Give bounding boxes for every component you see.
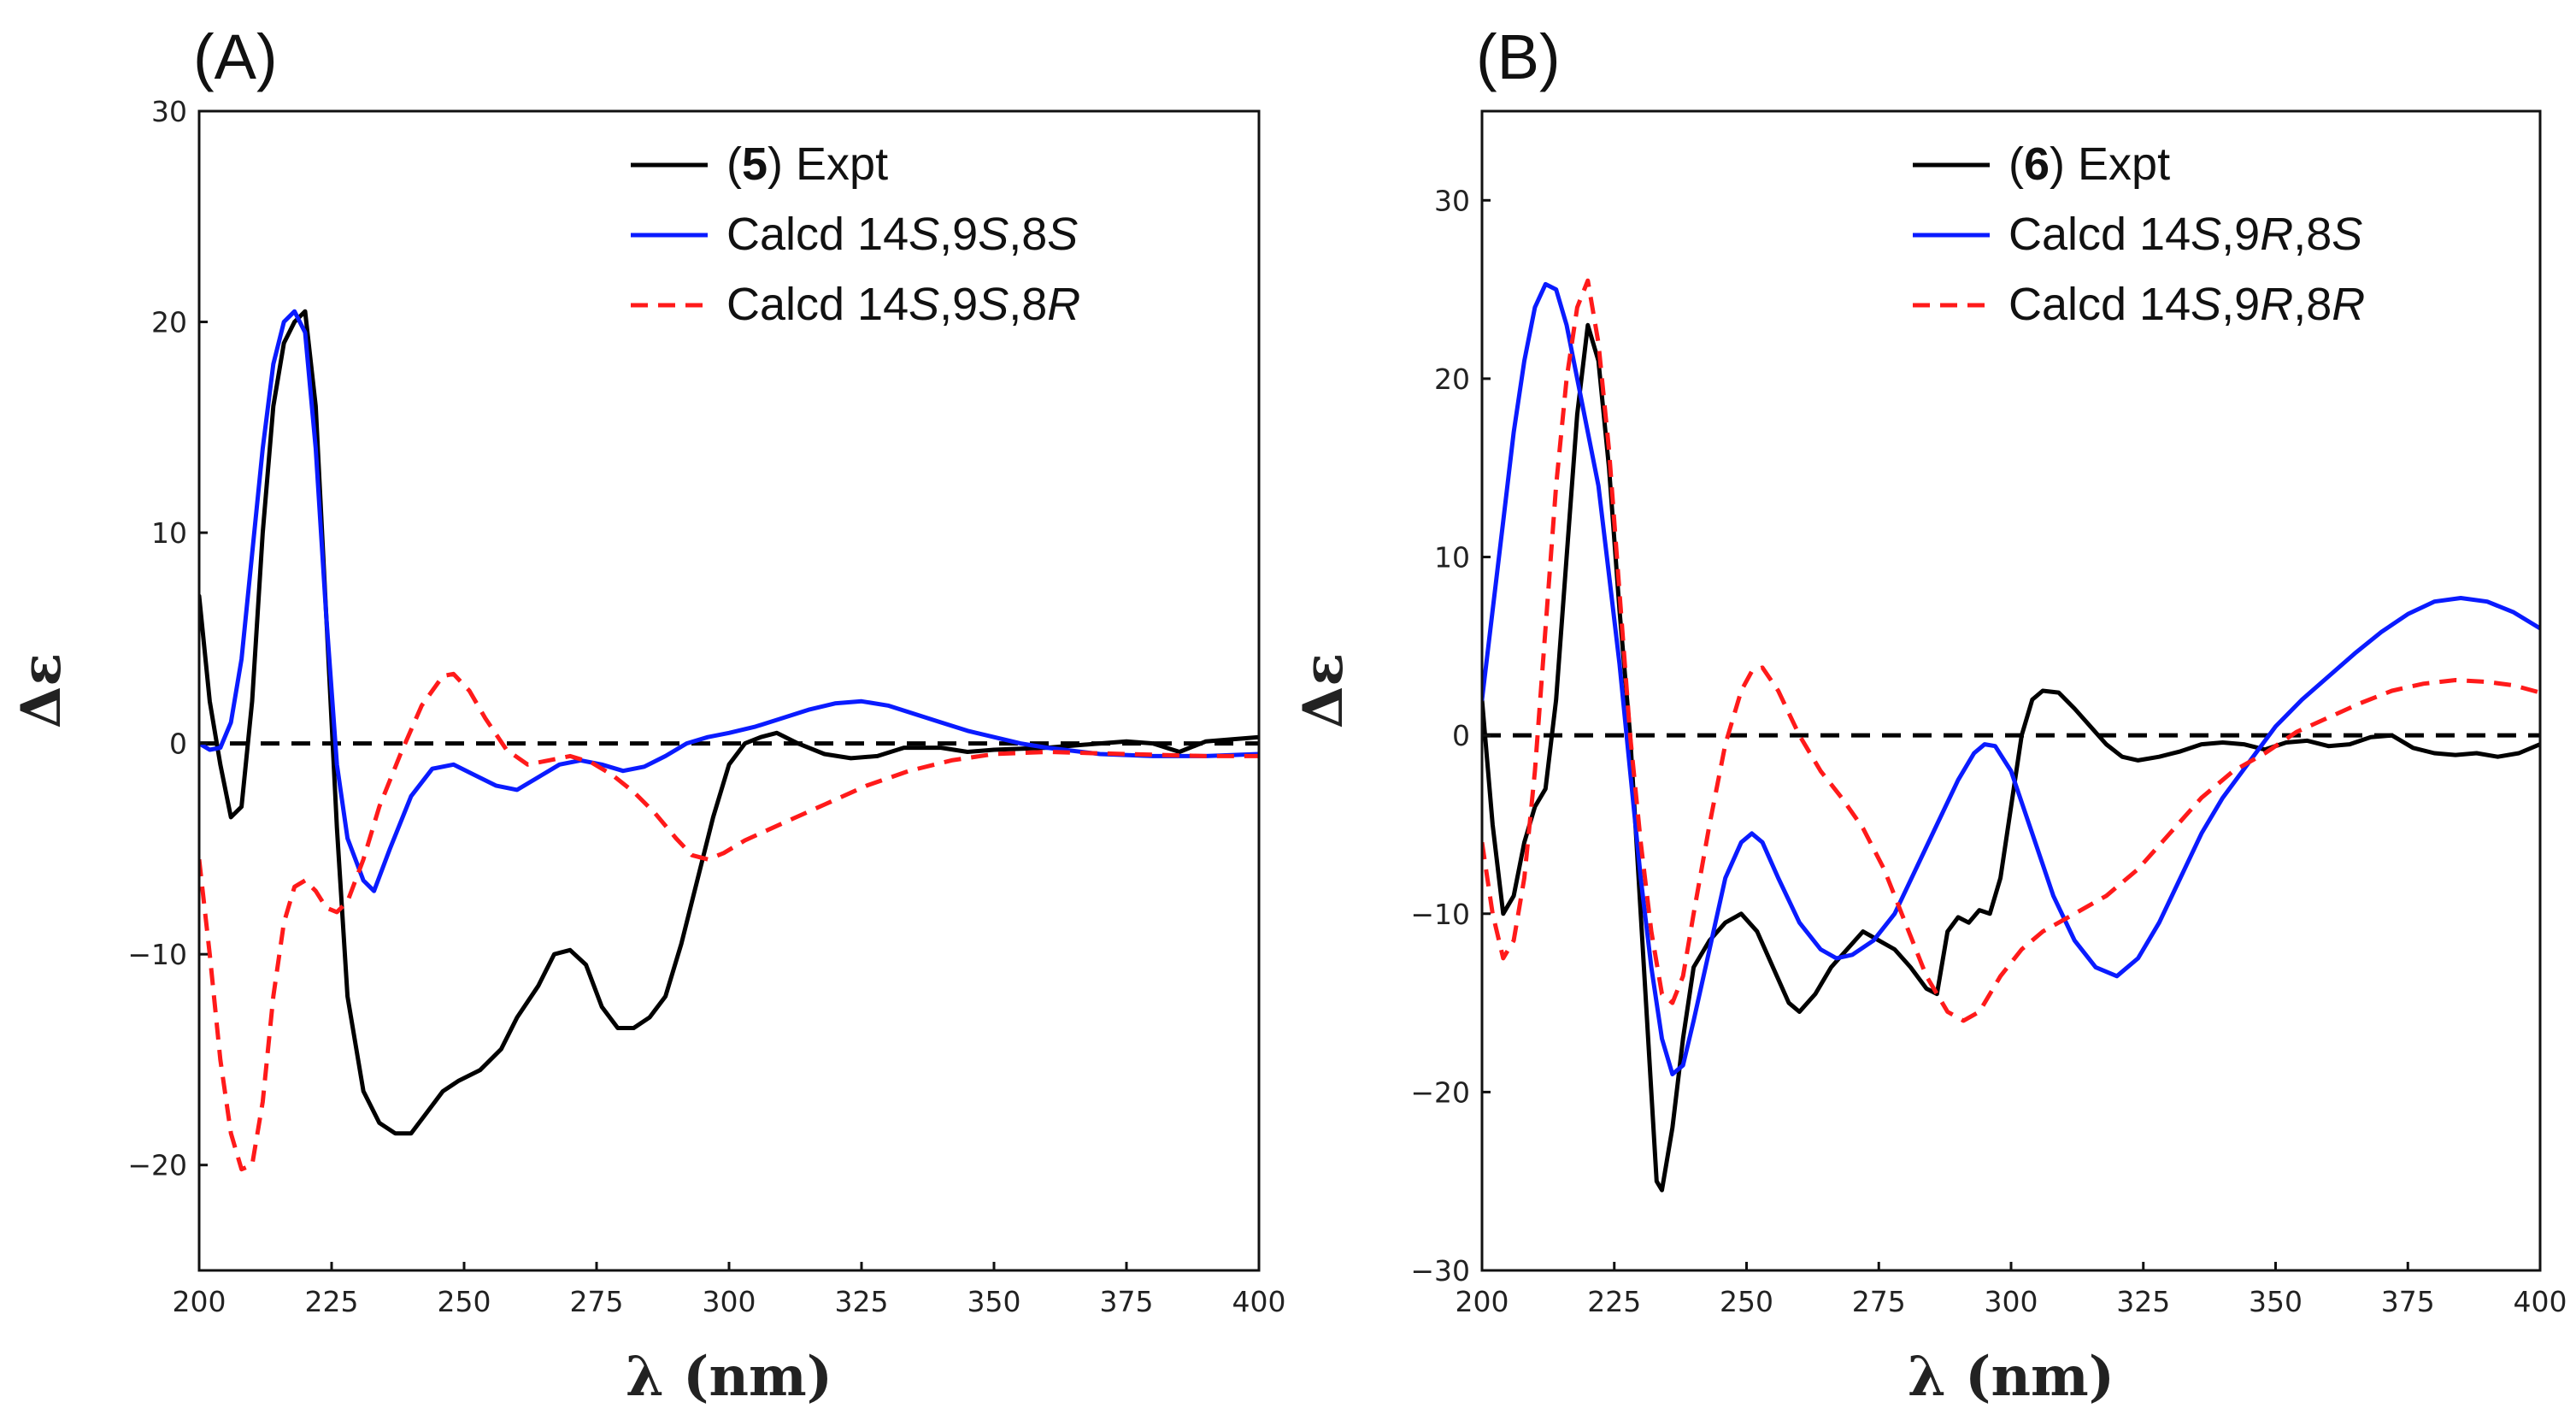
x-tick-label: 250 xyxy=(1720,1285,1773,1318)
x-tick-label: 325 xyxy=(835,1285,889,1318)
legend-text-part: ,8 xyxy=(2293,209,2332,260)
series-line-calcd-1 xyxy=(1482,281,2540,1076)
legend-text-part: 6 xyxy=(2024,138,2050,190)
legend-text-part: ,9 xyxy=(939,209,978,260)
x-tick-label: 225 xyxy=(305,1285,359,1318)
y-tick-label: −20 xyxy=(127,1149,187,1182)
panel-a: (A) 200 225 250 275 300 325 350 375 400 −20 −10 0 10 2… xyxy=(9,21,1286,1409)
panel-b: (B) 200 225 250 275 300 325 350 375 400 −30 −20 −10 0… xyxy=(1291,21,2567,1409)
legend-text-part: Calcd 14 xyxy=(2008,279,2191,330)
y-tick-label: 30 xyxy=(1434,184,1470,217)
legend-text-part: S xyxy=(1047,209,1078,260)
series-line-expt xyxy=(199,309,1259,1136)
legend-entry: (6) Expt xyxy=(2008,138,2170,190)
legend-entry: Calcd 14S,9S,8R xyxy=(726,279,1080,330)
y-tick-label: 10 xyxy=(151,516,187,550)
legend-text-part: ,9 xyxy=(939,279,978,330)
y-tick-label: 30 xyxy=(151,95,187,128)
legend-text-part: S xyxy=(909,279,939,330)
x-tick-label: 375 xyxy=(2381,1285,2435,1318)
legend-entry: Calcd 14S,9S,8S xyxy=(726,209,1078,260)
x-tick-label: 275 xyxy=(570,1285,624,1318)
x-tick-label: 300 xyxy=(1985,1285,2038,1318)
legend-text-part: ,8 xyxy=(1009,279,1047,330)
legend-text-part: R xyxy=(1047,279,1080,330)
x-tick-label: 375 xyxy=(1100,1285,1154,1318)
legend-entry: Calcd 14S,9R,8R xyxy=(2008,279,2365,330)
series-line-calcd-1 xyxy=(199,309,1259,893)
y-tick-label: −20 xyxy=(1410,1075,1470,1109)
legend-text-part: S xyxy=(978,209,1009,260)
legend-text-part: ,8 xyxy=(2293,279,2332,330)
legend-entry: Calcd 14S,9R,8S xyxy=(2008,209,2362,260)
legend-text-part: ( xyxy=(726,138,742,190)
x-tick-label: 300 xyxy=(703,1285,756,1318)
y-tick-label: −10 xyxy=(127,938,187,971)
series-line-calcd-2 xyxy=(1482,278,2540,1023)
y-axis-title: Δε xyxy=(1291,653,1356,729)
legend-text-part: Calcd 14 xyxy=(726,209,909,260)
legend-text-part: S xyxy=(2191,279,2221,330)
y-tick-label: 0 xyxy=(169,728,187,761)
legend-text-part: ,8 xyxy=(1009,209,1047,260)
panel-label: (B) xyxy=(1476,21,1561,92)
x-axis-title: λ (nm) xyxy=(1908,1345,2114,1409)
x-tick-label: 250 xyxy=(438,1285,491,1318)
legend-text-part: 5 xyxy=(742,138,768,190)
x-tick-label: 275 xyxy=(1852,1285,1906,1318)
legend-text-part: R xyxy=(2260,209,2293,260)
legend-text-part: S xyxy=(2191,209,2221,260)
legend-text-part: ) Expt xyxy=(2050,138,2170,190)
x-tick-label: 400 xyxy=(1232,1285,1286,1318)
series-line-expt xyxy=(1482,322,2540,1193)
legend-text-part: S xyxy=(909,209,939,260)
y-tick-label: 0 xyxy=(1452,719,1470,752)
y-tick-label: −10 xyxy=(1410,898,1470,931)
y-axis-title: Δε xyxy=(9,653,74,729)
legend-text-part: Calcd 14 xyxy=(2008,209,2191,260)
y-tick-label: 10 xyxy=(1434,541,1470,575)
legend-text-part: ( xyxy=(2008,138,2024,190)
x-axis-title: λ (nm) xyxy=(626,1345,832,1409)
legend-text-part: ,9 xyxy=(2221,279,2260,330)
x-tick-label: 225 xyxy=(1587,1285,1641,1318)
x-tick-label: 350 xyxy=(2249,1285,2303,1318)
panel-label: (A) xyxy=(193,21,278,92)
x-tick-label: 350 xyxy=(967,1285,1021,1318)
x-tick-label: 400 xyxy=(2514,1285,2567,1318)
x-tick-label: 325 xyxy=(2116,1285,2170,1318)
y-tick-label: 20 xyxy=(151,306,187,339)
legend-text-part: S xyxy=(2332,209,2362,260)
legend-text-part: ,9 xyxy=(2221,209,2260,260)
x-tick-label: 200 xyxy=(1456,1285,1509,1318)
legend-text-part: ) Expt xyxy=(768,138,888,190)
y-tick-label: −30 xyxy=(1410,1254,1470,1288)
legend-entry: (5) Expt xyxy=(726,138,888,190)
legend-text-part: R xyxy=(2260,279,2293,330)
series-line-calcd-2 xyxy=(199,671,1259,1172)
legend-text-part: Calcd 14 xyxy=(726,279,909,330)
legend-text-part: R xyxy=(2332,279,2365,330)
legend-text-part: S xyxy=(978,279,1009,330)
x-tick-label: 200 xyxy=(173,1285,226,1318)
y-tick-label: 20 xyxy=(1434,362,1470,396)
